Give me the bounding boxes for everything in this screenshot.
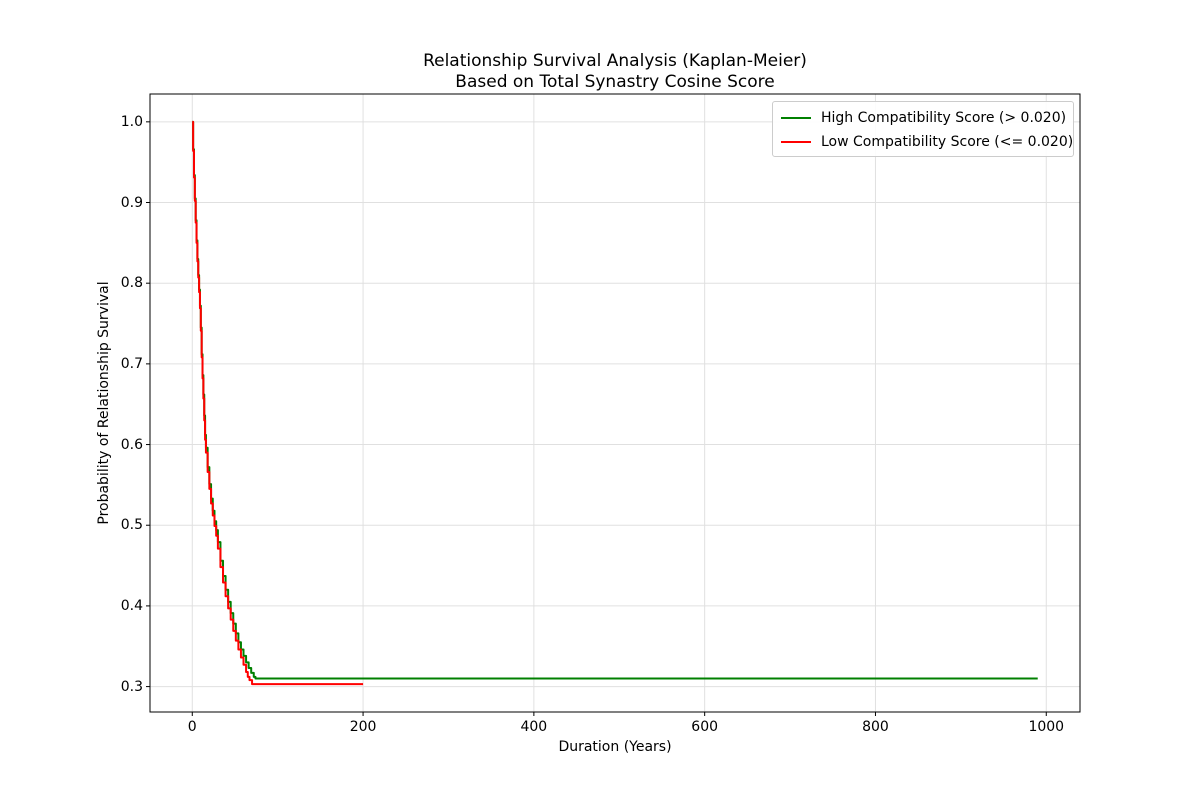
series-0-curve [192, 120, 1038, 680]
x-tick-label: 400 [520, 719, 548, 735]
y-tick-label: 0.8 [120, 275, 143, 292]
chart-title-line-1: Relationship Survival Analysis (Kaplan-M… [423, 51, 807, 71]
y-tick-label: 0.7 [120, 355, 143, 372]
legend-swatch-high-icon [781, 117, 811, 119]
x-tick-label: 600 [691, 719, 719, 735]
y-tick-label: 1.0 [120, 113, 143, 130]
x-tick-label: 200 [349, 719, 377, 735]
y-tick-label: 0.4 [120, 597, 143, 614]
y-tick-label: 0.6 [120, 436, 143, 453]
y-tick-label: 0.5 [120, 517, 143, 534]
legend: High Compatibility Score (> 0.020) Low C… [772, 101, 1074, 157]
y-tick-label: 0.3 [120, 678, 143, 695]
y-axis-label: Probability of Relationship Survival [96, 281, 112, 525]
chart-title-line-2: Based on Total Synastry Cosine Score [455, 72, 775, 92]
series-1-curve [192, 120, 364, 686]
x-tick-label: 1000 [1028, 719, 1065, 735]
axis-tick-marks [146, 121, 1047, 716]
x-tick-label: 0 [187, 719, 197, 735]
y-tick-label: 0.9 [120, 194, 143, 211]
x-axis-label: Duration (Years) [558, 739, 672, 755]
chart-title: Relationship Survival Analysis (Kaplan-M… [150, 51, 1080, 93]
legend-row-high: High Compatibility Score (> 0.020) [781, 106, 1073, 130]
legend-swatch-low-icon [781, 141, 811, 143]
plot-border [149, 93, 1081, 713]
gridlines [150, 94, 1080, 712]
legend-row-low: Low Compatibility Score (<= 0.020) [781, 130, 1073, 154]
legend-label-low: Low Compatibility Score (<= 0.020) [821, 134, 1074, 150]
x-tick-label: 800 [862, 719, 889, 735]
survival-curves [192, 120, 1038, 686]
legend-label-high: High Compatibility Score (> 0.020) [821, 110, 1067, 126]
